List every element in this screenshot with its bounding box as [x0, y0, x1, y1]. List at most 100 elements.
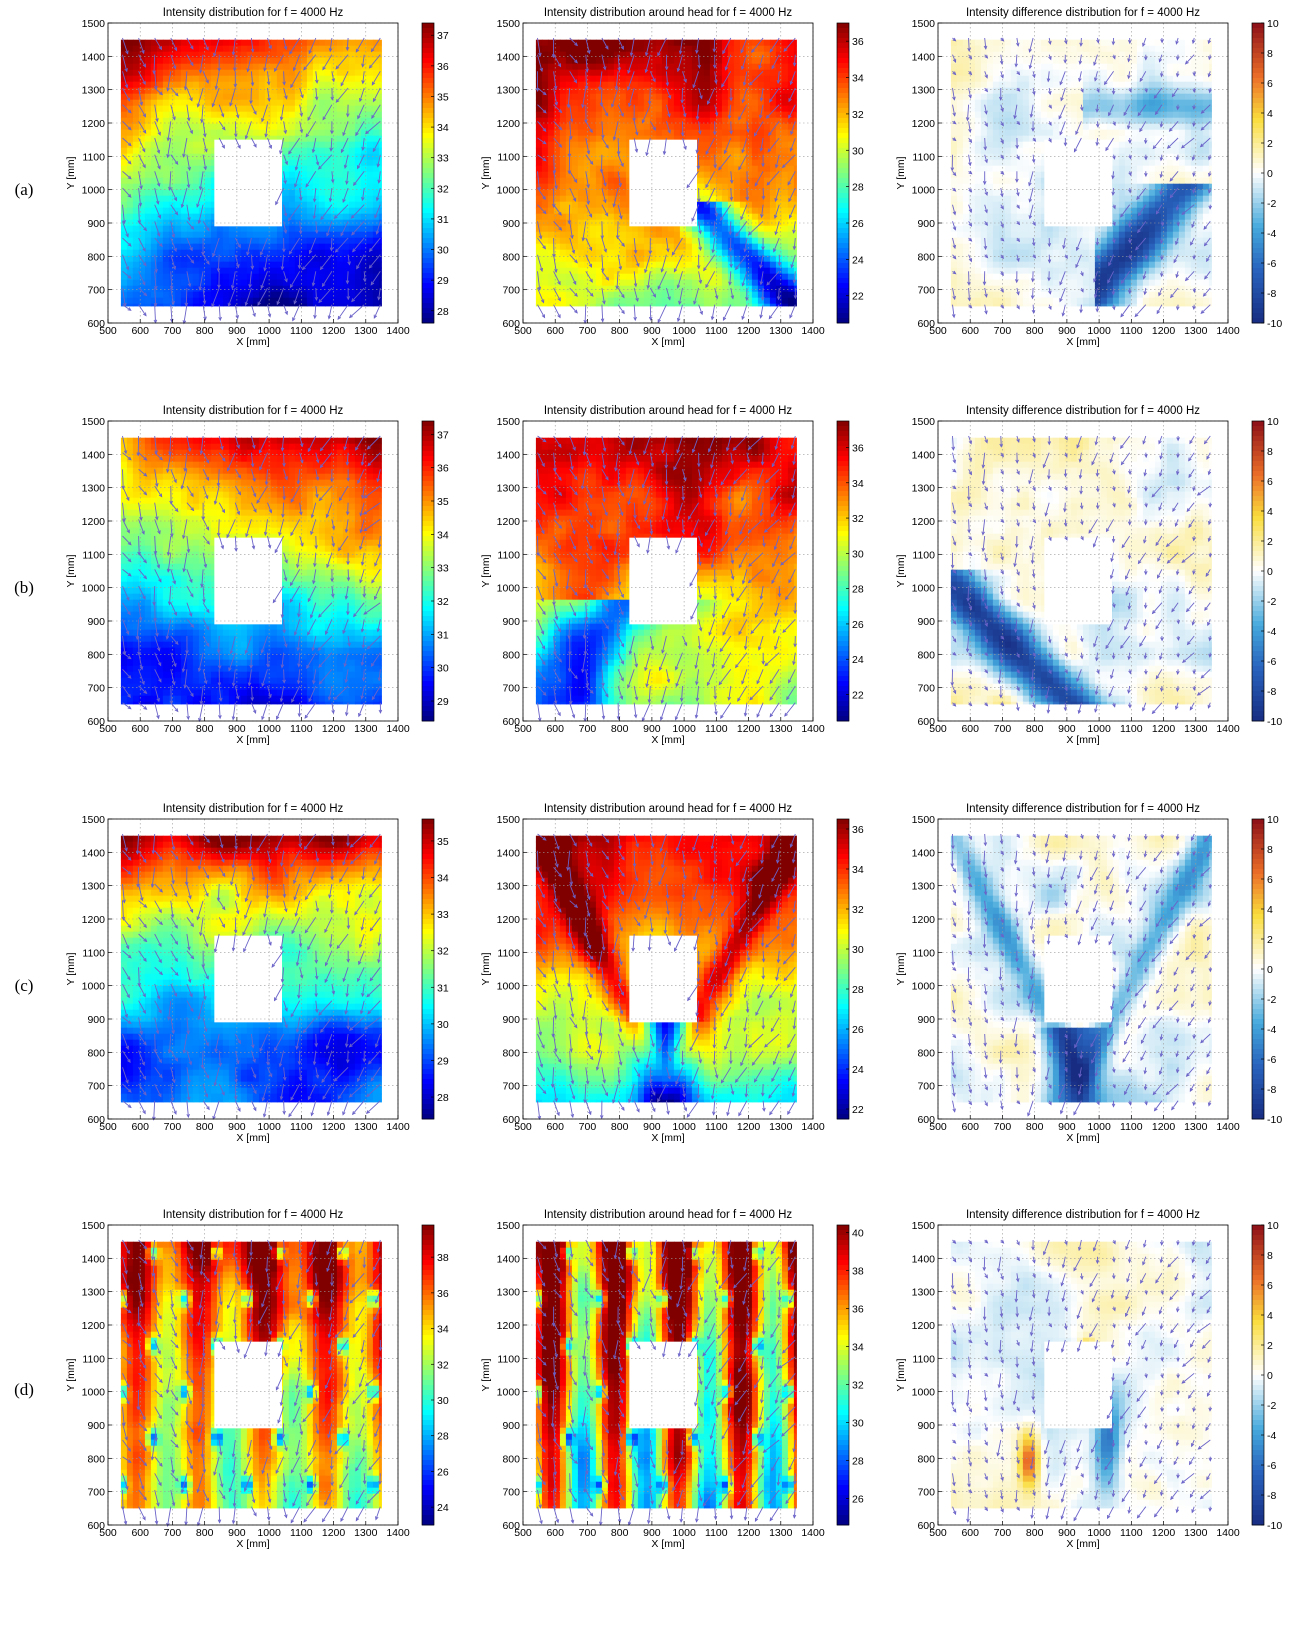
- heatmap-cell: [781, 81, 789, 89]
- heatmap-cell: [703, 267, 711, 275]
- colorbar-segment: [422, 93, 434, 99]
- heatmap-cell: [204, 105, 212, 113]
- heatmap-cell: [781, 267, 789, 275]
- heatmap-cell: [613, 153, 621, 161]
- heatmap-cell: [697, 207, 705, 215]
- heatmap-cell: [300, 99, 308, 107]
- heatmap-cell: [595, 81, 603, 89]
- heatmap-cell: [378, 39, 382, 47]
- row-label-c: (c): [8, 976, 40, 996]
- heatmap-cell: [192, 81, 200, 89]
- heatmap-cell: [318, 279, 326, 287]
- heatmap-cell: [204, 81, 212, 89]
- heatmap-cell: [348, 261, 356, 269]
- heatmap-cell: [312, 177, 320, 185]
- heatmap-cell: [745, 249, 753, 257]
- heatmap-cell: [781, 69, 789, 77]
- heatmap-cell: [769, 291, 777, 299]
- heatmap-cell: [360, 105, 368, 113]
- heatmap-cell: [318, 117, 326, 125]
- vector-arrow: [232, 37, 236, 55]
- vector-arrow-head: [275, 201, 279, 206]
- heatmap-cell: [565, 39, 573, 47]
- heatmap-cell: [150, 129, 158, 137]
- heatmap-cell: [198, 195, 206, 203]
- vector-arrow: [138, 154, 146, 168]
- heatmap-cell: [781, 213, 789, 221]
- heatmap-cell: [156, 189, 164, 197]
- colorbar-segment: [422, 133, 434, 139]
- heatmap-cell: [360, 93, 368, 101]
- heatmap-cell: [703, 195, 711, 203]
- heatmap-cell: [162, 249, 170, 257]
- vector-arrow-head: [290, 84, 294, 89]
- vector-arrow: [569, 54, 578, 64]
- heatmap-cell: [787, 141, 795, 149]
- heatmap-cell: [342, 105, 350, 113]
- heatmap-cell: [613, 63, 621, 71]
- heatmap-cell: [787, 177, 795, 185]
- heatmap-cell: [691, 231, 699, 239]
- heatmap-cell: [601, 135, 609, 143]
- heatmap-cell: [126, 51, 134, 59]
- heatmap-cell: [655, 225, 663, 233]
- heatmap-cell: [535, 189, 543, 197]
- heatmap-cell: [625, 243, 633, 251]
- heatmap-cell: [288, 99, 296, 107]
- heatmap-cell: [306, 45, 314, 53]
- vector-arrow-head: [628, 103, 632, 108]
- vector-arrow-head: [171, 233, 176, 239]
- heatmap-cell: [294, 57, 302, 65]
- heatmap-cell: [192, 45, 200, 53]
- vector-arrow-head: [203, 166, 207, 171]
- heatmap-cell: [342, 195, 350, 203]
- heatmap-cell: [300, 225, 308, 233]
- heatmap-cell: [324, 117, 332, 125]
- vector-arrow: [698, 304, 703, 315]
- heatmap-cell: [619, 291, 627, 299]
- heatmap-cell: [228, 243, 236, 251]
- heatmap-cell: [378, 261, 382, 269]
- heatmap-cell: [366, 219, 374, 227]
- colorbar-segment: [422, 308, 434, 314]
- vector-arrow: [167, 137, 172, 158]
- heatmap-cell: [180, 111, 188, 119]
- vector-arrow: [170, 304, 173, 322]
- heatmap-cell: [685, 111, 693, 119]
- heatmap-cell: [667, 129, 675, 137]
- heatmap-cell: [577, 183, 585, 191]
- heatmap-cell: [234, 51, 242, 59]
- heatmap-cell: [132, 93, 140, 101]
- heatmap-cell: [150, 183, 158, 191]
- vector-arrow: [617, 37, 624, 50]
- heatmap-cell: [330, 57, 338, 65]
- vector-arrow-head: [204, 148, 208, 153]
- heatmap-cell: [312, 207, 320, 215]
- heatmap-cell: [204, 249, 212, 257]
- heatmap-cell: [673, 303, 681, 307]
- vector-arrow: [352, 237, 365, 252]
- vector-arrow-head: [314, 296, 319, 302]
- vector-arrow-head: [567, 220, 572, 225]
- vector-arrow: [600, 87, 603, 106]
- heatmap-cell: [793, 45, 797, 53]
- heatmap-cell: [246, 237, 254, 245]
- heatmap-cell: [565, 255, 573, 263]
- heatmap-cell: [312, 81, 320, 89]
- heatmap-cell: [156, 255, 164, 263]
- heatmap-cell: [192, 129, 200, 137]
- heatmap-cell: [228, 273, 236, 281]
- heatmap-cell: [270, 99, 278, 107]
- vector-arrow: [283, 154, 288, 165]
- heatmap-cell: [330, 273, 338, 281]
- heatmap-cell: [138, 243, 146, 251]
- heatmap-cell: [637, 261, 645, 269]
- heatmap-cell: [775, 207, 783, 215]
- heatmap-cell: [769, 57, 777, 65]
- heatmap-cell: [571, 261, 579, 269]
- heatmap-cell: [138, 105, 146, 113]
- heatmap-cell: [757, 63, 765, 71]
- vector-arrow: [267, 304, 271, 317]
- vector-arrow: [170, 187, 177, 201]
- heatmap-cell: [577, 105, 585, 113]
